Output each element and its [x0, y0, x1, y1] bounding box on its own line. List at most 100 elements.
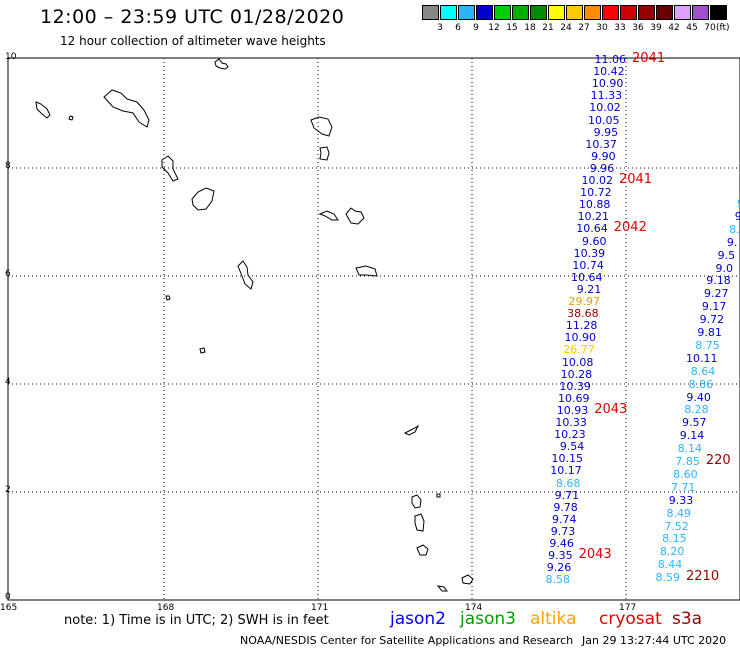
scale-swatch — [566, 5, 583, 20]
scale-swatch — [530, 5, 547, 20]
wave-height-value: 9.14 — [679, 429, 705, 443]
lon-label: 165 — [0, 603, 18, 613]
wave-height-value: 9. — [726, 235, 738, 249]
wave-height-value: 10.37 — [585, 137, 617, 151]
wave-height-value: 10.23 — [554, 428, 586, 442]
orbit-number: 2043 — [594, 401, 628, 417]
scale-label: 33 — [614, 23, 626, 33]
island-outline — [161, 155, 179, 182]
island-outline — [461, 574, 474, 585]
scale-label: 18 — [524, 23, 536, 33]
wave-height-value: 10.21 — [577, 210, 610, 224]
island-outline — [237, 260, 254, 290]
scale-swatch — [710, 5, 727, 20]
orbit-number: 2041 — [632, 51, 666, 66]
scale-label: 30 — [596, 23, 608, 33]
island-outlines — [35, 58, 474, 592]
scale-label: 6 — [455, 23, 461, 33]
island-outline — [165, 295, 171, 301]
credit-line: NOAA/NESDIS Center for Satellite Applica… — [240, 634, 574, 647]
wave-height-value: 8.14 — [677, 442, 703, 456]
scale-swatch — [548, 5, 565, 20]
scale-label: 3 — [437, 23, 443, 33]
wave-height-value: 8.86 — [688, 377, 714, 391]
scale-unit: (ft) — [716, 23, 730, 33]
island-outline — [319, 146, 330, 161]
lat-label: 0 — [5, 592, 11, 602]
map-title: 12:00 – 23:59 UTC 01/28/2020 — [40, 6, 345, 28]
wave-height-value: 10.42 — [593, 65, 625, 79]
wave-height-value: 9.60 — [581, 234, 607, 248]
wave-height-value: 9.26 — [546, 561, 572, 575]
island-outline — [68, 115, 74, 121]
scale-label: 24 — [560, 23, 572, 33]
wave-height-value: 11.06 — [594, 53, 627, 66]
wave-height-value: 26.77 — [563, 343, 595, 357]
wave-height-value: 10.93 — [556, 403, 589, 417]
scale-label: 21 — [542, 23, 554, 33]
wave-height-value: 10.39 — [573, 246, 606, 260]
wave-height-value: 8.49 — [666, 506, 692, 520]
island-outline — [411, 494, 422, 509]
island-outline — [103, 89, 150, 128]
wave-height-value: 9.21 — [576, 282, 602, 296]
island-outline — [191, 187, 215, 211]
wave-height-value: 9.0 — [715, 261, 733, 275]
wave-height-value: 9.35 — [548, 549, 573, 563]
scale-label: 12 — [488, 23, 500, 33]
wave-height-value: 7.52 — [664, 519, 689, 533]
legend-jason2: jason2 — [390, 609, 446, 629]
wave-height-value: 8.20 — [659, 545, 685, 559]
island-outline — [355, 265, 378, 277]
wave-height-value: 9.46 — [549, 537, 574, 550]
scale-label: 45 — [686, 23, 698, 33]
lon-label: 168 — [157, 603, 175, 613]
scale-swatch — [422, 5, 439, 20]
wave-height-value: 10.72 — [580, 186, 612, 200]
island-outline — [214, 58, 229, 70]
orbit-number: 2041 — [618, 172, 653, 187]
wave-height-value: 38.68 — [567, 307, 599, 321]
wave-height-value: 10.33 — [555, 416, 587, 429]
wave-height-value: 9.57 — [681, 416, 707, 430]
wave-height-value: 10.64 — [576, 222, 608, 236]
wave-height-value: 8.15 — [662, 532, 687, 546]
lat-label: 6 — [5, 269, 11, 279]
scale-label: 9 — [473, 23, 479, 33]
wave-height-value: 10.28 — [560, 367, 593, 381]
wave-height-value: 10.69 — [558, 391, 590, 405]
island-outline — [416, 544, 429, 556]
wave-height-value: 9.74 — [552, 512, 577, 526]
wave-height-value: 11.28 — [565, 319, 598, 333]
orbit-number: 2210 — [686, 569, 720, 585]
scale-swatch — [674, 5, 691, 20]
wave-height-value: 9.73 — [550, 524, 576, 538]
wave-height-value: 9.71 — [554, 488, 580, 502]
wave-height-value: 10.17 — [550, 464, 582, 478]
wave-height-value: 9.40 — [686, 390, 711, 404]
wave-height-value: 10.90 — [564, 331, 597, 345]
scale-swatch — [458, 5, 475, 20]
wave-height-value: 10.02 — [589, 101, 621, 115]
wave-height-value: 9 — [700, 197, 740, 210]
wave-height-value: 9.81 — [697, 326, 722, 339]
wave-height-value: 8.64 — [690, 364, 716, 378]
wave-height-value: 10.64 — [571, 270, 603, 284]
scale-swatch — [656, 5, 673, 20]
generated-timestamp: Jan 29 13:27:44 UTC 2020 — [582, 634, 727, 647]
wave-height-value: 8. — [729, 222, 740, 236]
map-subtitle: 12 hour collection of altimeter wave hei… — [60, 34, 326, 48]
scale-swatch — [494, 5, 511, 20]
scale-swatch — [440, 5, 457, 20]
wave-height-value: 9.33 — [668, 493, 694, 507]
wave-height-value: 8.44 — [657, 558, 683, 572]
scale-label: 15 — [506, 23, 518, 33]
lon-label: 174 — [465, 603, 483, 613]
scale-swatch — [584, 5, 601, 20]
wave-height-value: 10.11 — [686, 351, 718, 365]
wave-height-value: 8.75 — [695, 338, 720, 352]
wave-height-value: 9.27 — [704, 287, 729, 301]
scale-swatch — [476, 5, 493, 20]
wave-height-value: 29.97 — [568, 295, 600, 308]
